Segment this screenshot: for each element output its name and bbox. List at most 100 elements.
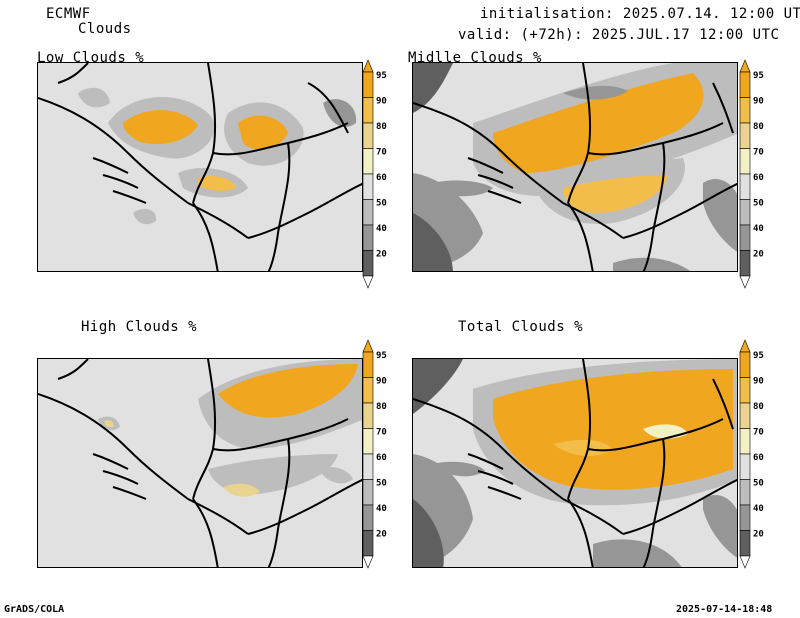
colorbar-low-clouds: 95 90 80 70 60 50 40 20 — [362, 59, 393, 292]
colorbar-high-clouds: 95 90 80 70 60 50 40 20 — [362, 339, 393, 572]
colorbar-label: 20 — [753, 530, 764, 540]
colorbar-segment — [739, 148, 751, 175]
colorbar-label: 60 — [753, 173, 764, 183]
island-outlines — [467, 453, 522, 500]
cloud-field — [413, 63, 737, 271]
colorbar-label: 60 — [376, 173, 387, 183]
colorbar-segment — [362, 402, 374, 429]
colorbar-segment — [362, 148, 374, 175]
colorbar-label: 80 — [376, 402, 387, 412]
colorbar-segment — [739, 122, 751, 149]
island-outlines — [92, 453, 147, 500]
colorbar-label: 90 — [753, 377, 764, 387]
colorbar-bottom-arrow — [362, 275, 374, 289]
colorbar-label: 40 — [753, 224, 764, 234]
colorbar-label: 90 — [753, 97, 764, 107]
colorbar-bottom-arrow — [739, 275, 751, 289]
footer-software-label: GrADS/COLA — [4, 604, 65, 615]
cloud-field — [98, 359, 362, 497]
parameter-label: Clouds — [78, 21, 132, 37]
colorbar-segment — [362, 250, 374, 277]
colorbar-top-arrow — [362, 59, 374, 73]
colorbar-segment — [362, 224, 374, 251]
footer-timestamp-label: 2025-07-14-18:48 — [676, 604, 773, 615]
colorbar-label: 95 — [753, 71, 764, 81]
colorbar-label: 40 — [753, 504, 764, 514]
colorbar-segment — [362, 479, 374, 506]
colorbar-label: 80 — [753, 122, 764, 132]
colorbar-segment — [739, 479, 751, 506]
colorbar-segment — [739, 173, 751, 200]
colorbar-top-arrow — [739, 339, 751, 353]
colorbar-label: 80 — [376, 122, 387, 132]
colorbar-top-arrow — [362, 339, 374, 353]
colorbar-label: 70 — [753, 148, 764, 158]
colorbar-label: 50 — [753, 199, 764, 209]
colorbar-label: 80 — [753, 402, 764, 412]
colorbar-segment — [739, 71, 751, 98]
island-outlines — [467, 157, 522, 204]
colorbar-segment — [739, 97, 751, 124]
colorbar-label: 20 — [753, 250, 764, 260]
valid-time-label: valid: (+72h): 2025.JUL.17 12:00 UTC — [458, 27, 780, 43]
colorbar-label: 60 — [753, 453, 764, 463]
colorbar-label: 70 — [376, 428, 387, 438]
colorbar-bottom-arrow — [739, 555, 751, 569]
border-lines — [413, 63, 737, 271]
colorbar-segment — [739, 428, 751, 455]
panel-title-total-clouds: Total Clouds % — [458, 319, 584, 335]
colorbar-segment — [362, 71, 374, 98]
map-panel-total-clouds — [412, 358, 738, 568]
colorbar-segment — [362, 377, 374, 404]
colorbar-label: 60 — [376, 453, 387, 463]
colorbar-segment — [362, 173, 374, 200]
colorbar-segment — [739, 351, 751, 378]
colorbar-segment — [739, 530, 751, 557]
colorbar-label: 50 — [376, 199, 387, 209]
panel-title-high-clouds: High Clouds % — [81, 319, 198, 335]
colorbar-segment — [739, 504, 751, 531]
colorbar-segment — [362, 428, 374, 455]
colorbar-label: 70 — [753, 428, 764, 438]
colorbar-segment — [739, 402, 751, 429]
map-panel-high-clouds — [37, 358, 363, 568]
colorbar-top-arrow — [739, 59, 751, 73]
colorbar-segment — [739, 377, 751, 404]
colorbar-segment — [739, 250, 751, 277]
colorbar-label: 20 — [376, 530, 387, 540]
colorbar-segment — [362, 453, 374, 480]
colorbar-label: 70 — [376, 148, 387, 158]
colorbar-segment — [362, 351, 374, 378]
colorbar-segment — [739, 224, 751, 251]
colorbar-middle-clouds: 95 90 80 70 60 50 40 20 — [739, 59, 770, 292]
colorbar-label: 90 — [376, 97, 387, 107]
colorbar-label: 90 — [376, 377, 387, 387]
map-panel-low-clouds — [37, 62, 363, 272]
colorbar-segment — [739, 199, 751, 226]
colorbar-label: 95 — [376, 351, 387, 361]
colorbar-label: 95 — [376, 71, 387, 81]
colorbar-segment — [362, 97, 374, 124]
island-outlines — [92, 157, 147, 204]
initialisation-label: initialisation: 2025.07.14. 12:00 UTC — [480, 6, 800, 22]
colorbar-segment — [739, 453, 751, 480]
border-lines — [38, 359, 362, 567]
colorbar-label: 50 — [753, 479, 764, 489]
cloud-field — [78, 87, 357, 225]
colorbar-total-clouds: 95 90 80 70 60 50 40 20 — [739, 339, 770, 572]
colorbar-segment — [362, 199, 374, 226]
colorbar-label: 40 — [376, 224, 387, 234]
colorbar-label: 20 — [376, 250, 387, 260]
model-label: ECMWF — [46, 6, 91, 22]
map-panel-middle-clouds — [412, 62, 738, 272]
colorbar-segment — [362, 504, 374, 531]
border-lines — [38, 63, 362, 271]
colorbar-label: 50 — [376, 479, 387, 489]
border-lines — [413, 359, 737, 567]
colorbar-label: 40 — [376, 504, 387, 514]
cloud-field — [413, 359, 737, 567]
colorbar-label: 95 — [753, 351, 764, 361]
colorbar-segment — [362, 530, 374, 557]
colorbar-segment — [362, 122, 374, 149]
colorbar-bottom-arrow — [362, 555, 374, 569]
